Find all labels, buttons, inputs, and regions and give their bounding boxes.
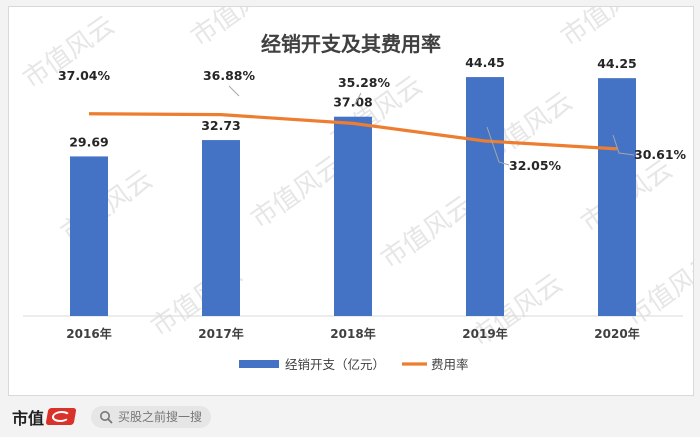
watermark-text: 市值风云 xyxy=(556,7,658,53)
footer-bar: 市值 买股之前搜一搜 xyxy=(0,396,700,437)
bar-value-label: 29.69 xyxy=(69,134,109,149)
bar xyxy=(70,156,108,316)
x-tick-label: 2016年 xyxy=(66,326,111,341)
x-tick-label: 2020年 xyxy=(594,326,639,341)
line-label-leader xyxy=(228,85,240,97)
bar xyxy=(598,78,636,316)
x-tick-label: 2018年 xyxy=(330,326,375,341)
search-icon xyxy=(100,410,113,423)
watermark-text: 市值风云 xyxy=(246,150,348,234)
legend-swatch-bar xyxy=(239,360,279,368)
line-label-leader xyxy=(486,126,510,166)
brand-logo-icon xyxy=(45,408,77,425)
bar-value-label: 44.25 xyxy=(597,56,637,71)
line-value-label: 35.28% xyxy=(338,75,391,90)
legend-label-line: 费用率 xyxy=(431,357,469,372)
bar-value-label: 32.73 xyxy=(201,118,241,133)
line-value-label: 30.61% xyxy=(634,147,687,162)
chart-card: 市值风云 市值风云 市值风云 市值风云 市值风云 市值风云 市值风云 市值风云 市值风云 市值风云… xyxy=(8,6,694,396)
search-placeholder: 买股之前搜一搜 xyxy=(118,410,203,424)
x-tick-label: 2019年 xyxy=(462,326,507,341)
watermark-text: 市值风云 xyxy=(376,190,478,274)
legend-label-bar: 经销开支（亿元） xyxy=(285,357,385,372)
bar xyxy=(202,140,240,316)
bar-value-label: 44.45 xyxy=(465,55,505,70)
brand-name: 市值 xyxy=(12,408,45,428)
line-label-leader xyxy=(612,134,635,156)
line-value-label: 36.88% xyxy=(203,68,256,83)
x-tick-label: 2017年 xyxy=(198,326,243,341)
line-value-label: 32.05% xyxy=(509,158,562,173)
bar xyxy=(466,77,504,316)
bar-value-label: 37.08 xyxy=(333,95,373,110)
bar xyxy=(334,116,372,316)
chart-title: 经销开支及其费用率 xyxy=(261,32,441,56)
line-label-leader xyxy=(353,92,362,107)
search-box[interactable]: 买股之前搜一搜 xyxy=(91,405,212,428)
line-value-label: 37.04% xyxy=(58,68,111,83)
line-series-rate xyxy=(88,112,618,151)
